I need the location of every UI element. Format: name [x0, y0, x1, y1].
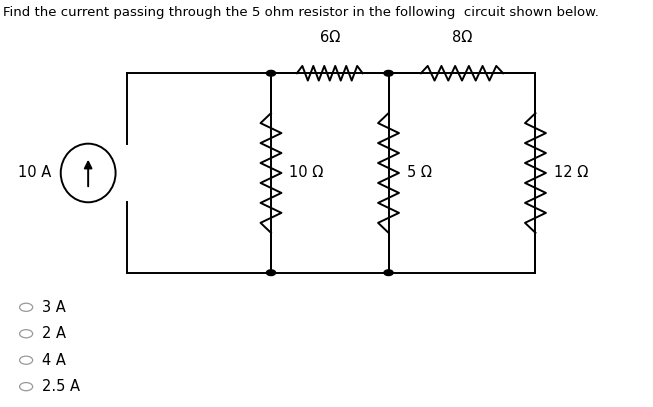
Text: 10 Ω: 10 Ω	[289, 166, 323, 180]
Circle shape	[266, 270, 276, 276]
Text: 2 A: 2 A	[42, 326, 67, 341]
Circle shape	[384, 70, 393, 76]
Text: 10 A: 10 A	[18, 166, 51, 180]
Text: 12 Ω: 12 Ω	[554, 166, 588, 180]
Text: 6Ω: 6Ω	[319, 30, 340, 45]
Circle shape	[384, 270, 393, 276]
Text: 5 Ω: 5 Ω	[407, 166, 432, 180]
Text: 8Ω: 8Ω	[452, 30, 472, 45]
Text: 2.5 A: 2.5 A	[42, 379, 80, 394]
Text: 4 A: 4 A	[42, 353, 67, 368]
Circle shape	[266, 70, 276, 76]
Text: Find the current passing through the 5 ohm resistor in the following  circuit sh: Find the current passing through the 5 o…	[3, 6, 599, 19]
Text: 3 A: 3 A	[42, 300, 66, 315]
